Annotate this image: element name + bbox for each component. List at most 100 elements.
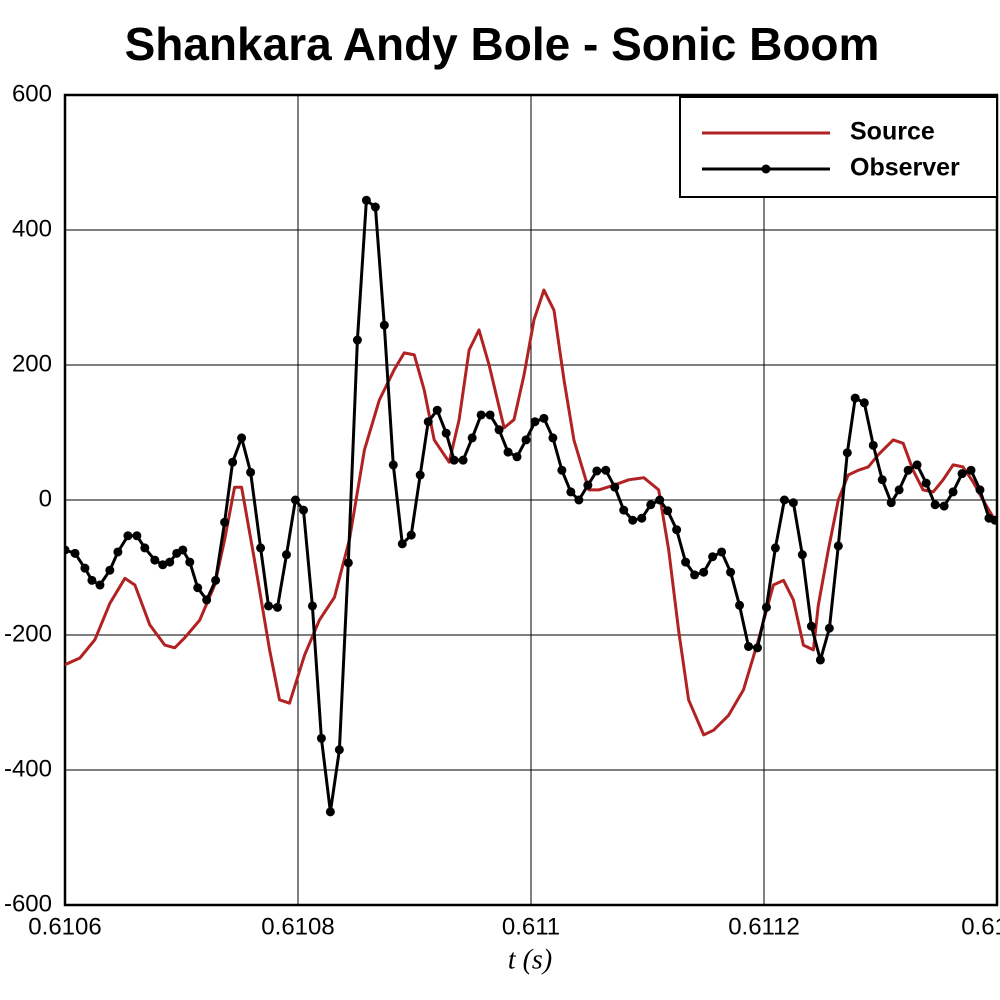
data-point (123, 531, 133, 541)
data-point (423, 417, 433, 427)
data-point (574, 495, 584, 505)
data-point (735, 600, 745, 610)
data-point (343, 558, 353, 568)
data-point (628, 515, 638, 525)
data-point (948, 487, 958, 497)
data-point (530, 417, 540, 427)
y-tick-label: -200 (4, 620, 52, 647)
x-tick-label: 0.6114 (961, 913, 1000, 940)
data-point (441, 428, 451, 438)
data-point (325, 807, 335, 817)
plot-frame (63, 93, 999, 907)
data-point (601, 465, 611, 475)
data-point (850, 393, 860, 403)
data-point (388, 460, 398, 470)
data-point (105, 565, 115, 575)
legend-label: Observer (850, 154, 960, 182)
data-point (681, 557, 691, 567)
data-point (65, 545, 70, 555)
data-point (646, 500, 656, 510)
data-point (246, 467, 256, 477)
data-point (806, 621, 816, 631)
data-point (921, 478, 931, 488)
data-point (548, 433, 558, 443)
data-point (264, 601, 274, 611)
data-point (512, 452, 522, 462)
data-point (150, 555, 160, 565)
data-point (361, 195, 371, 205)
data-point (185, 557, 195, 567)
data-point (132, 531, 142, 541)
data-point (744, 641, 754, 651)
data-point (637, 513, 647, 523)
data-point (467, 433, 477, 443)
data-point (140, 543, 150, 553)
legend-label: Source (850, 118, 935, 146)
data-point (903, 465, 913, 475)
data-point (80, 563, 90, 573)
legend-box (679, 96, 998, 198)
x-tick-label: 0.6112 (728, 913, 800, 940)
data-point (886, 498, 896, 508)
data-point (485, 410, 495, 420)
data-point (415, 470, 425, 480)
data-point (298, 505, 308, 515)
data-point (87, 575, 97, 585)
data-point (521, 435, 531, 445)
data-point (432, 405, 442, 415)
x-axis-label: t (s) (508, 944, 552, 975)
data-point (211, 575, 221, 585)
data-point (663, 506, 673, 516)
series-line (65, 288, 997, 737)
data-point (779, 495, 789, 505)
data-point (842, 448, 852, 458)
data-point (770, 543, 780, 553)
data-point (815, 655, 825, 665)
data-point (566, 487, 576, 497)
y-tick-label: -600 (4, 890, 52, 917)
y-tick-label: 200 (12, 350, 52, 377)
data-point (699, 567, 709, 577)
data-point (708, 552, 718, 562)
data-point (334, 745, 344, 755)
data-point (228, 457, 238, 467)
data-point (912, 460, 922, 470)
x-tick-label: 0.6108 (261, 913, 334, 940)
y-tick-label: 600 (12, 80, 52, 107)
data-point (70, 548, 80, 558)
data-point (833, 541, 843, 551)
data-point (726, 567, 736, 577)
y-tick-label: 0 (39, 485, 52, 512)
data-point (939, 501, 949, 511)
data-point (352, 335, 362, 345)
y-tick-label: 400 (12, 215, 52, 242)
data-point (220, 517, 230, 527)
data-point (930, 500, 940, 510)
data-point (975, 485, 985, 495)
chart-title: Shankara Andy Bole - Sonic Boom (125, 18, 880, 70)
data-point (788, 498, 798, 508)
data-point (476, 410, 486, 420)
data-point (557, 465, 567, 475)
data-point (966, 465, 976, 475)
data-point (868, 440, 878, 450)
data-point (672, 525, 682, 535)
data-point (158, 560, 168, 570)
series-line (65, 198, 996, 814)
data-point (193, 583, 203, 593)
data-point (797, 550, 807, 560)
data-point (761, 602, 771, 612)
data-point (165, 557, 175, 567)
data-point (202, 595, 212, 605)
data-point (237, 433, 247, 443)
x-tick-label: 0.611 (502, 913, 560, 940)
data-point (178, 545, 188, 555)
data-point (824, 623, 834, 633)
data-point (256, 543, 266, 553)
data-point (894, 485, 904, 495)
data-point (281, 550, 291, 560)
data-point (449, 455, 459, 465)
data-point (370, 202, 380, 212)
legend-marker (761, 164, 771, 174)
